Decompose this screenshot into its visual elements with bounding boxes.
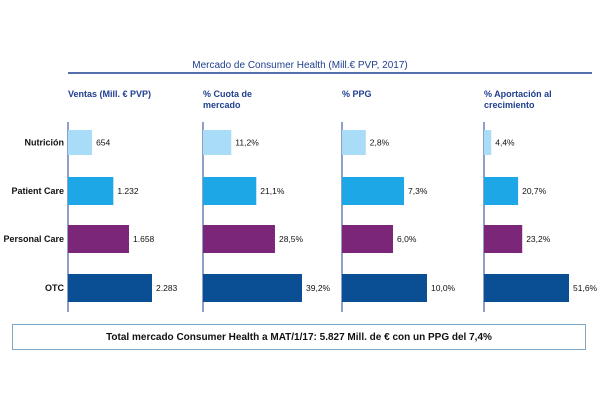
bar — [203, 274, 302, 302]
data-label: 51,6% — [573, 283, 598, 293]
data-label: 2.283 — [156, 283, 178, 293]
panel-header: crecimiento — [484, 100, 535, 110]
category-label: Personal Care — [3, 234, 64, 244]
bar — [68, 130, 93, 155]
panel-header: % Cuota de — [203, 89, 252, 99]
data-label: 10,0% — [431, 283, 456, 293]
panel-header: mercado — [203, 100, 241, 110]
bar — [484, 274, 569, 302]
bar — [68, 177, 114, 205]
bar — [342, 130, 366, 155]
data-label: 1.232 — [117, 186, 139, 196]
data-label: 11,2% — [235, 138, 259, 148]
bar — [484, 177, 519, 205]
panel-header: % PPG — [342, 89, 372, 99]
data-label: 21,1% — [260, 186, 285, 196]
data-label: 28,5% — [279, 234, 304, 244]
bar — [203, 177, 257, 205]
data-label: 1.658 — [133, 234, 155, 244]
footer-summary-box: Total mercado Consumer Health a MAT/1/17… — [12, 324, 586, 350]
data-label: 4,4% — [495, 138, 515, 148]
category-label: OTC — [45, 283, 64, 293]
data-label: 2,8% — [370, 138, 390, 148]
panel-header: % Aportación al — [484, 89, 552, 99]
data-label: 7,3% — [408, 186, 428, 196]
bar — [342, 177, 405, 205]
data-label: 20,7% — [522, 186, 547, 196]
bar — [342, 225, 393, 253]
bar — [484, 130, 492, 155]
data-label: 654 — [96, 138, 110, 148]
data-label: 39,2% — [306, 283, 331, 293]
bar — [68, 225, 130, 253]
data-label: 23,2% — [526, 234, 551, 244]
panel-header: Ventas (Mill. € PVP) — [68, 89, 151, 99]
category-label: Patient Care — [11, 186, 64, 196]
footer-summary-text: Total mercado Consumer Health a MAT/1/17… — [106, 331, 492, 343]
bar — [203, 130, 232, 155]
category-label: Nutrición — [25, 138, 65, 148]
bar — [342, 274, 427, 302]
bar — [68, 274, 152, 302]
bar — [484, 225, 523, 253]
chart-title: Mercado de Consumer Health (Mill.€ PVP, … — [192, 60, 407, 71]
data-label: 6,0% — [397, 234, 417, 244]
bar — [203, 225, 275, 253]
